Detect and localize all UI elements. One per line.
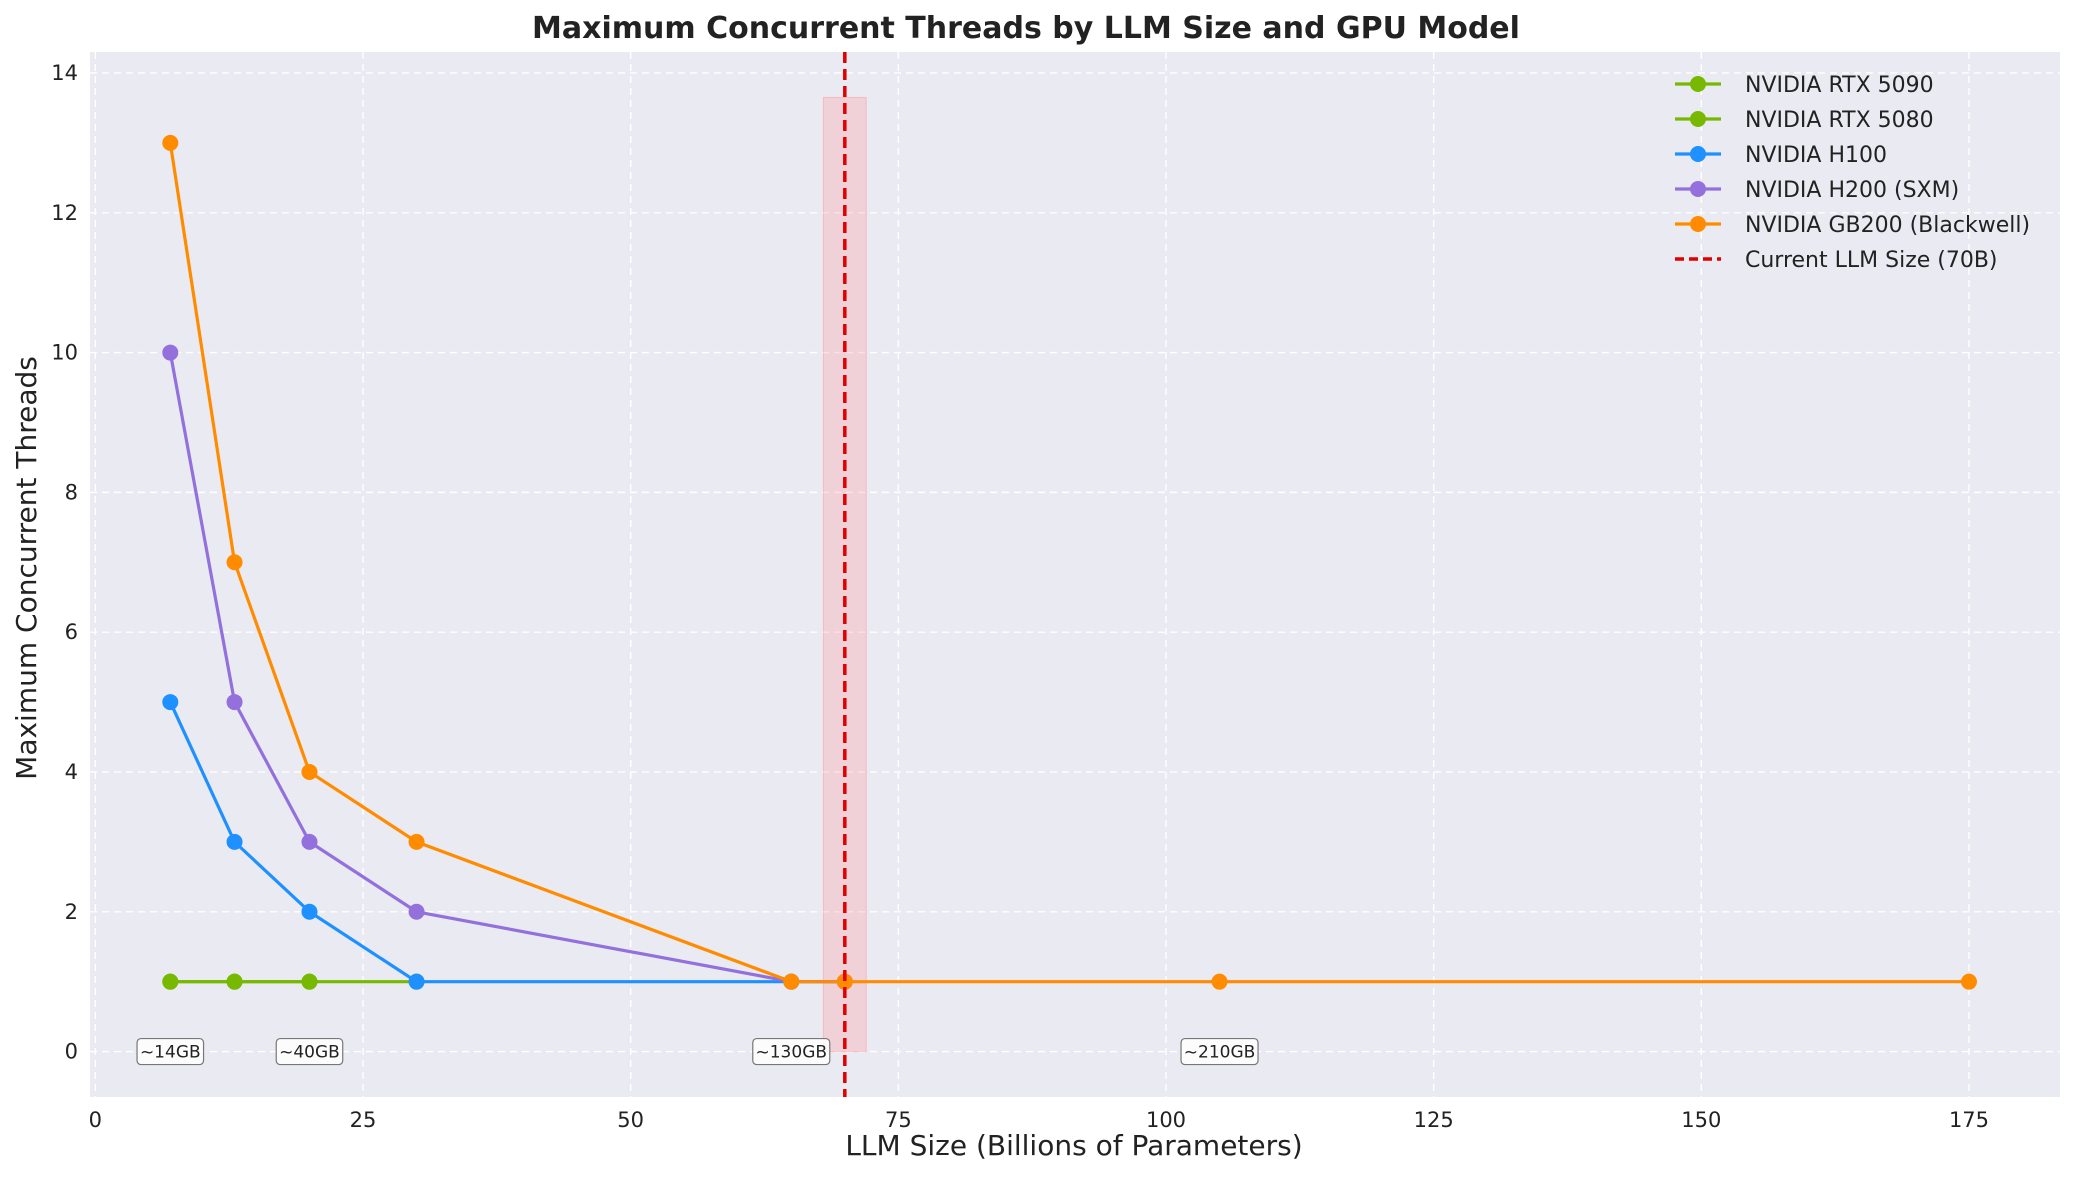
data-point bbox=[226, 554, 243, 571]
data-point bbox=[162, 973, 179, 990]
plot-area bbox=[90, 52, 2060, 1097]
legend-marker bbox=[1690, 146, 1706, 162]
data-point bbox=[836, 973, 853, 990]
data-point bbox=[1960, 973, 1977, 990]
x-tick-label: 100 bbox=[1146, 1108, 1186, 1132]
y-tick-label: 0 bbox=[65, 1040, 78, 1064]
data-point bbox=[1211, 973, 1228, 990]
data-point bbox=[301, 973, 318, 990]
annotation-label: ~130GB bbox=[756, 1043, 828, 1063]
annotation-label: ~210GB bbox=[1184, 1043, 1256, 1063]
legend-item: NVIDIA H100 bbox=[1675, 143, 1887, 168]
x-tick-label: 175 bbox=[1949, 1108, 1989, 1132]
x-tick-label: 0 bbox=[89, 1108, 102, 1132]
data-point bbox=[301, 763, 318, 780]
series-line bbox=[168, 142, 1969, 984]
y-tick-label: 2 bbox=[65, 900, 78, 924]
memory-annotation: ~210GB bbox=[1180, 1037, 1259, 1066]
y-axis-ticks: 0 2 4 6 8 10 12 14 bbox=[51, 61, 78, 1064]
data-point bbox=[408, 903, 425, 920]
memory-annotation: ~130GB bbox=[752, 1037, 831, 1066]
y-tick-label: 12 bbox=[51, 201, 78, 225]
annotation-label: ~40GB bbox=[279, 1043, 340, 1063]
annotation-box bbox=[752, 1037, 831, 1066]
data-point bbox=[226, 833, 243, 850]
legend-item: NVIDIA H200 (SXM) bbox=[1675, 178, 1959, 203]
data-point bbox=[408, 973, 425, 990]
legend-label: Current LLM Size (70B) bbox=[1745, 248, 1998, 273]
annotation-box bbox=[275, 1037, 344, 1066]
y-tick-label: 4 bbox=[65, 760, 78, 784]
chart-title: Maximum Concurrent Threads by LLM Size a… bbox=[532, 11, 1520, 46]
annotation-label: ~14GB bbox=[140, 1043, 201, 1063]
x-tick-label: 125 bbox=[1414, 1108, 1454, 1132]
legend-item: NVIDIA RTX 5080 bbox=[1675, 108, 1934, 133]
y-tick-label: 8 bbox=[65, 480, 78, 504]
series-layer bbox=[162, 134, 1977, 990]
x-axis-ticks: 0 25 50 75 100 125 150 175 bbox=[89, 1108, 1989, 1132]
data-point bbox=[783, 973, 800, 990]
series-4 bbox=[162, 134, 1977, 990]
memory-annotation: ~14GB bbox=[136, 1037, 205, 1066]
y-tick-label: 10 bbox=[51, 341, 78, 365]
data-point bbox=[408, 833, 425, 850]
memory-annotation: ~40GB bbox=[275, 1037, 344, 1066]
legend-label: NVIDIA GB200 (Blackwell) bbox=[1745, 213, 2030, 238]
grid-lines bbox=[90, 52, 2060, 1097]
y-axis-label: Maximum Concurrent Threads bbox=[10, 356, 43, 780]
data-point bbox=[301, 833, 318, 850]
annotation-box bbox=[136, 1037, 205, 1066]
legend-item: NVIDIA RTX 5090 bbox=[1675, 73, 1934, 98]
data-point bbox=[226, 694, 243, 711]
legend-item: NVIDIA GB200 (Blackwell) bbox=[1675, 213, 2030, 238]
legend-marker bbox=[1690, 216, 1706, 232]
legend: NVIDIA RTX 5090 NVIDIA RTX 5080 NVIDIA H10… bbox=[1675, 73, 2030, 273]
data-point bbox=[162, 694, 179, 711]
x-tick-label: 25 bbox=[350, 1108, 377, 1132]
legend-label: NVIDIA RTX 5080 bbox=[1745, 108, 1934, 133]
data-point bbox=[162, 134, 179, 151]
data-point bbox=[301, 903, 318, 920]
legend-label: NVIDIA RTX 5090 bbox=[1745, 73, 1934, 98]
legend-label: NVIDIA H100 bbox=[1745, 143, 1887, 168]
legend-marker bbox=[1690, 111, 1706, 127]
data-point bbox=[162, 344, 179, 361]
legend-item: Current LLM Size (70B) bbox=[1675, 248, 1998, 273]
annotation-layer: ~14GB ~40GB ~130GB ~210GB bbox=[136, 1037, 1259, 1066]
y-tick-label: 6 bbox=[65, 620, 78, 644]
annotation-box bbox=[1180, 1037, 1259, 1066]
x-tick-label: 50 bbox=[617, 1108, 644, 1132]
y-tick-label: 14 bbox=[51, 61, 78, 85]
legend-marker bbox=[1690, 76, 1706, 92]
x-tick-label: 150 bbox=[1681, 1108, 1721, 1132]
series-1 bbox=[162, 973, 318, 990]
data-point bbox=[226, 973, 243, 990]
legend-label: NVIDIA H200 (SXM) bbox=[1745, 178, 1959, 203]
x-axis-label: LLM Size (Billions of Parameters) bbox=[845, 1129, 1302, 1162]
legend-marker bbox=[1690, 181, 1706, 197]
x-tick-label: 75 bbox=[885, 1108, 912, 1132]
